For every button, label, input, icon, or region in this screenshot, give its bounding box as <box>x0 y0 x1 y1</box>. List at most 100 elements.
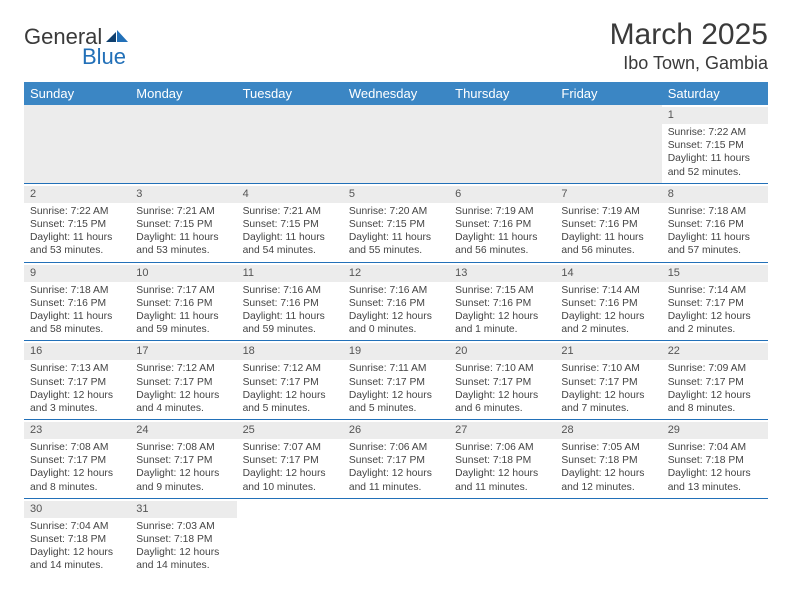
day-number: 29 <box>662 422 768 439</box>
col-monday: Monday <box>130 82 236 105</box>
daylight-text: Daylight: 12 hours and 11 minutes. <box>349 467 443 493</box>
sunset-text: Sunset: 7:15 PM <box>30 218 124 231</box>
calendar-cell: 3Sunrise: 7:21 AMSunset: 7:15 PMDaylight… <box>130 183 236 262</box>
daylight-text: Daylight: 11 hours and 52 minutes. <box>668 152 762 178</box>
daylight-text: Daylight: 12 hours and 8 minutes. <box>668 389 762 415</box>
sunrise-text: Sunrise: 7:09 AM <box>668 362 762 375</box>
sunset-text: Sunset: 7:16 PM <box>349 297 443 310</box>
sunset-text: Sunset: 7:18 PM <box>136 533 230 546</box>
daylight-text: Daylight: 12 hours and 2 minutes. <box>668 310 762 336</box>
calendar-cell: 14Sunrise: 7:14 AMSunset: 7:16 PMDayligh… <box>555 262 661 341</box>
daylight-text: Daylight: 12 hours and 2 minutes. <box>561 310 655 336</box>
daylight-text: Daylight: 11 hours and 56 minutes. <box>561 231 655 257</box>
calendar-cell: 20Sunrise: 7:10 AMSunset: 7:17 PMDayligh… <box>449 341 555 420</box>
day-number: 11 <box>237 265 343 282</box>
day-number: 9 <box>24 265 130 282</box>
calendar-cell: 1Sunrise: 7:22 AMSunset: 7:15 PMDaylight… <box>662 105 768 183</box>
sunrise-text: Sunrise: 7:12 AM <box>243 362 337 375</box>
sunrise-text: Sunrise: 7:08 AM <box>136 441 230 454</box>
sunset-text: Sunset: 7:15 PM <box>243 218 337 231</box>
sunset-text: Sunset: 7:17 PM <box>349 376 443 389</box>
sunrise-text: Sunrise: 7:15 AM <box>455 284 549 297</box>
table-row: 2Sunrise: 7:22 AMSunset: 7:15 PMDaylight… <box>24 183 768 262</box>
calendar-cell <box>555 498 661 576</box>
daylight-text: Daylight: 12 hours and 5 minutes. <box>349 389 443 415</box>
day-number: 2 <box>24 186 130 203</box>
logo-text-blue: Blue <box>82 44 126 70</box>
col-wednesday: Wednesday <box>343 82 449 105</box>
calendar-header-row: Sunday Monday Tuesday Wednesday Thursday… <box>24 82 768 105</box>
sunrise-text: Sunrise: 7:07 AM <box>243 441 337 454</box>
day-number: 20 <box>449 343 555 360</box>
sunset-text: Sunset: 7:17 PM <box>349 454 443 467</box>
col-friday: Friday <box>555 82 661 105</box>
day-number: 17 <box>130 343 236 360</box>
calendar-cell: 11 Sunrise: 7:16 AMSunset: 7:16 PMDayligh… <box>237 262 343 341</box>
sunrise-text: Sunrise: 7:17 AM <box>136 284 230 297</box>
calendar-cell <box>130 105 236 183</box>
sunset-text: Sunset: 7:17 PM <box>668 297 762 310</box>
calendar-cell: 18Sunrise: 7:12 AMSunset: 7:17 PMDayligh… <box>237 341 343 420</box>
calendar-cell <box>449 105 555 183</box>
daylight-text: Daylight: 12 hours and 11 minutes. <box>455 467 549 493</box>
sunset-text: Sunset: 7:16 PM <box>243 297 337 310</box>
sunrise-text: Sunrise: 7:19 AM <box>455 205 549 218</box>
sunset-text: Sunset: 7:16 PM <box>668 218 762 231</box>
sunrise-text: Sunrise: 7:22 AM <box>30 205 124 218</box>
day-number: 28 <box>555 422 661 439</box>
calendar-cell: 27Sunrise: 7:06 AMSunset: 7:18 PMDayligh… <box>449 420 555 499</box>
col-saturday: Saturday <box>662 82 768 105</box>
sunrise-text: Sunrise: 7:13 AM <box>30 362 124 375</box>
calendar-cell: 23Sunrise: 7:08 AMSunset: 7:17 PMDayligh… <box>24 420 130 499</box>
day-number: 14 <box>555 265 661 282</box>
calendar-cell: 12Sunrise: 7:16 AMSunset: 7:16 PMDayligh… <box>343 262 449 341</box>
calendar-table: Sunday Monday Tuesday Wednesday Thursday… <box>24 82 768 577</box>
day-number: 5 <box>343 186 449 203</box>
daylight-text: Daylight: 12 hours and 9 minutes. <box>136 467 230 493</box>
calendar-cell: 8Sunrise: 7:18 AMSunset: 7:16 PMDaylight… <box>662 183 768 262</box>
sunrise-text: Sunrise: 7:14 AM <box>561 284 655 297</box>
sunrise-text: Sunrise: 7:05 AM <box>561 441 655 454</box>
table-row: 1Sunrise: 7:22 AMSunset: 7:15 PMDaylight… <box>24 105 768 183</box>
day-number: 1 <box>662 107 768 124</box>
sunrise-text: Sunrise: 7:21 AM <box>136 205 230 218</box>
col-tuesday: Tuesday <box>237 82 343 105</box>
calendar-cell: 21Sunrise: 7:10 AMSunset: 7:17 PMDayligh… <box>555 341 661 420</box>
sunset-text: Sunset: 7:15 PM <box>136 218 230 231</box>
calendar-cell: 29Sunrise: 7:04 AMSunset: 7:18 PMDayligh… <box>662 420 768 499</box>
day-number: 8 <box>662 186 768 203</box>
sunset-text: Sunset: 7:18 PM <box>455 454 549 467</box>
day-number: 15 <box>662 265 768 282</box>
day-number: 25 <box>237 422 343 439</box>
calendar-cell: 28Sunrise: 7:05 AMSunset: 7:18 PMDayligh… <box>555 420 661 499</box>
daylight-text: Daylight: 11 hours and 59 minutes. <box>243 310 337 336</box>
calendar-cell: 13Sunrise: 7:15 AMSunset: 7:16 PMDayligh… <box>449 262 555 341</box>
table-row: 30Sunrise: 7:04 AMSunset: 7:18 PMDayligh… <box>24 498 768 576</box>
calendar-cell: 30Sunrise: 7:04 AMSunset: 7:18 PMDayligh… <box>24 498 130 576</box>
sunrise-text: Sunrise: 7:19 AM <box>561 205 655 218</box>
calendar-cell: 7Sunrise: 7:19 AMSunset: 7:16 PMDaylight… <box>555 183 661 262</box>
day-number: 26 <box>343 422 449 439</box>
daylight-text: Daylight: 11 hours and 54 minutes. <box>243 231 337 257</box>
day-number: 31 <box>130 501 236 518</box>
calendar-cell: 2 Sunrise: 7:22 AMSunset: 7:15 PMDaylight… <box>24 183 130 262</box>
daylight-text: Daylight: 11 hours and 53 minutes. <box>30 231 124 257</box>
sunrise-text: Sunrise: 7:22 AM <box>668 126 762 139</box>
sunrise-text: Sunrise: 7:10 AM <box>455 362 549 375</box>
page-title: March 2025 <box>610 18 768 51</box>
sunset-text: Sunset: 7:18 PM <box>668 454 762 467</box>
calendar-cell: 10Sunrise: 7:17 AMSunset: 7:16 PMDayligh… <box>130 262 236 341</box>
day-number: 30 <box>24 501 130 518</box>
sunset-text: Sunset: 7:16 PM <box>136 297 230 310</box>
daylight-text: Daylight: 12 hours and 10 minutes. <box>243 467 337 493</box>
sunrise-text: Sunrise: 7:04 AM <box>30 520 124 533</box>
daylight-text: Daylight: 11 hours and 56 minutes. <box>455 231 549 257</box>
sunrise-text: Sunrise: 7:08 AM <box>30 441 124 454</box>
col-thursday: Thursday <box>449 82 555 105</box>
sunset-text: Sunset: 7:18 PM <box>30 533 124 546</box>
daylight-text: Daylight: 12 hours and 3 minutes. <box>30 389 124 415</box>
sunset-text: Sunset: 7:16 PM <box>561 218 655 231</box>
day-number: 10 <box>130 265 236 282</box>
sunrise-text: Sunrise: 7:16 AM <box>243 284 337 297</box>
sunset-text: Sunset: 7:16 PM <box>30 297 124 310</box>
